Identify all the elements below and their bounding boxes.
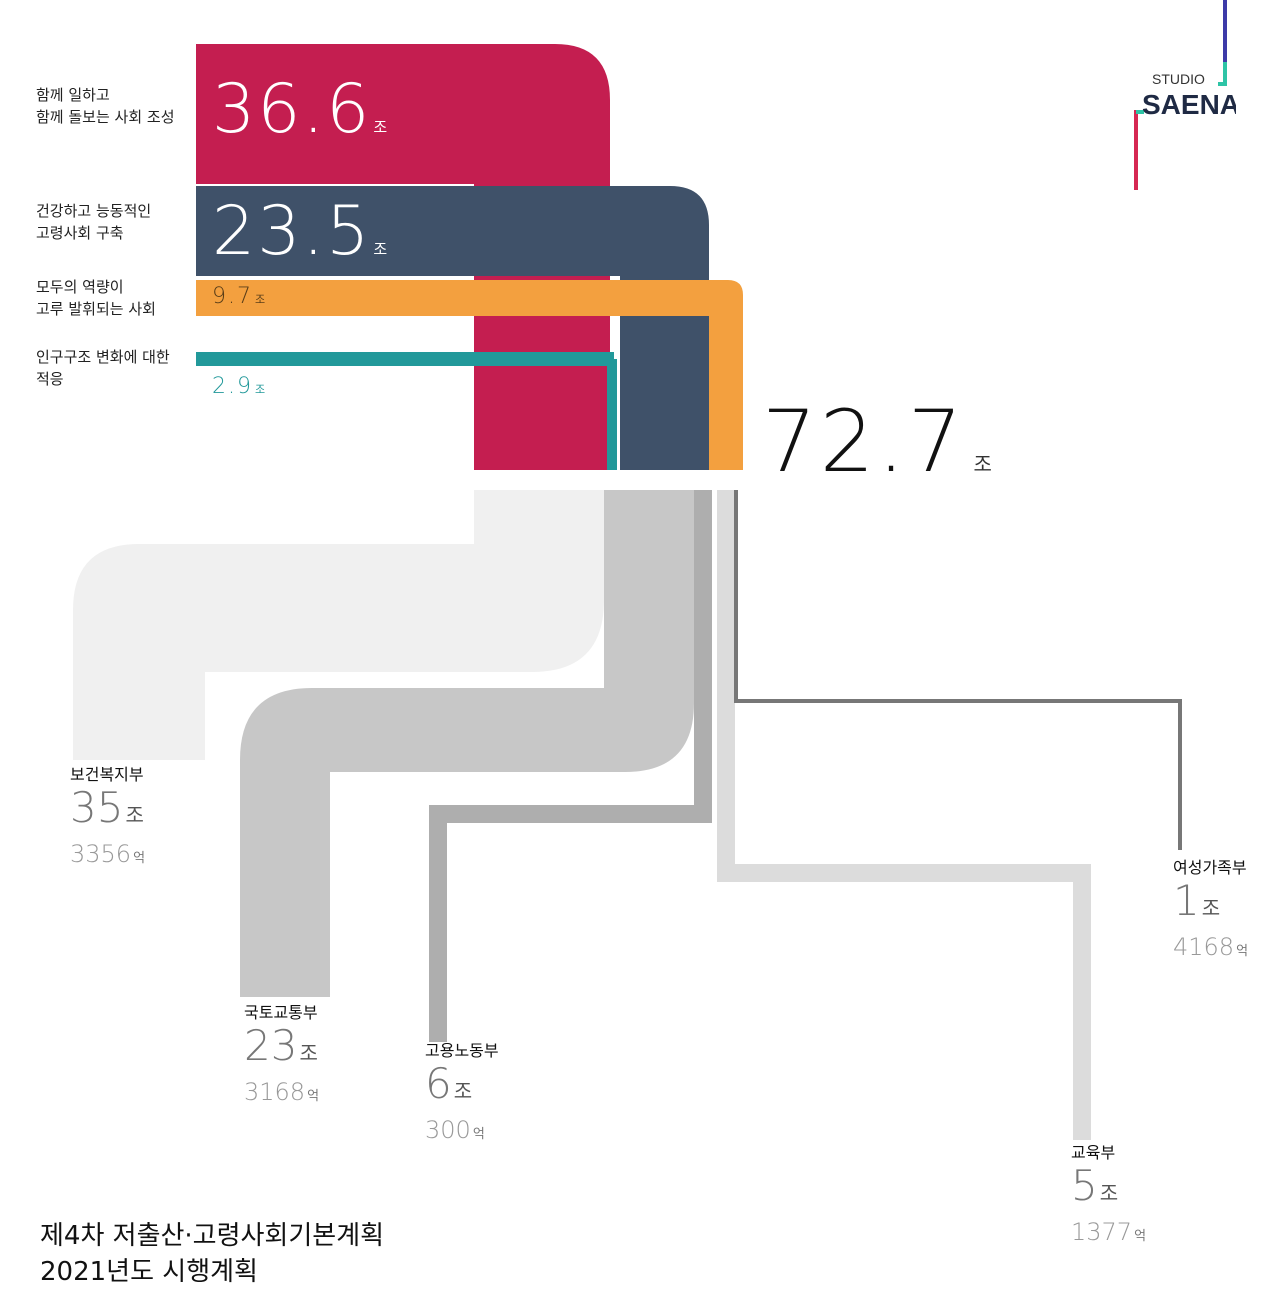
- ministry-eok: 3168 억: [244, 1078, 320, 1106]
- ministry-name: 고용노동부: [425, 1041, 499, 1060]
- chart-title: 제4차 저출산·고령사회기본계획 2021년도 시행계획: [40, 1218, 384, 1290]
- source-label-1: 함께 일하고 함께 돌보는 사회 조성: [36, 86, 175, 126]
- ministry-land-transport: 국토교통부 23 조 3168 억: [244, 1003, 319, 1113]
- source-value-2: 23.5 조: [212, 192, 390, 271]
- source-flow-4: [196, 352, 614, 470]
- ministry-jo: 23 조: [244, 1021, 318, 1070]
- ministry-health-welfare: 보건복지부 35 조 3356 억: [70, 765, 145, 875]
- ministry-eok: 1377 억: [1071, 1218, 1147, 1246]
- source-label-2: 건강하고 능동적인 고령사회 구축: [36, 202, 152, 242]
- target-flow-education: [717, 490, 1091, 1140]
- source-flow-3: [196, 280, 743, 470]
- ministry-eok: 3356 억: [70, 840, 146, 868]
- source-label-4: 인구구조 변화에 대한 적응: [36, 348, 170, 388]
- title-line-1: 제4차 저출산·고령사회기본계획: [40, 1221, 385, 1251]
- svg-text:STUDIO: STUDIO: [1152, 71, 1205, 87]
- ministry-name: 보건복지부: [70, 765, 144, 784]
- target-flow-land-transport: [240, 490, 694, 997]
- total-value: 72.7 조: [762, 392, 992, 492]
- ministry-name: 교육부: [1071, 1143, 1116, 1162]
- studio-saena-logo: STUDIO SAENA: [1134, 0, 1236, 190]
- target-flow-health-welfare: [73, 490, 604, 760]
- svg-text:SAENA: SAENA: [1142, 89, 1236, 120]
- source-value-3: 9.7 조: [212, 284, 268, 309]
- ministry-eok: 300 억: [425, 1116, 485, 1144]
- source-value-4: 2.9 조: [212, 374, 268, 399]
- ministry-jo: 35 조: [70, 783, 144, 832]
- target-flow-gender-family: [734, 490, 1182, 850]
- ministry-name: 여성가족부: [1173, 858, 1247, 877]
- source-label-3: 모두의 역량이 고루 발휘되는 사회: [36, 278, 156, 318]
- source-value-1: 36.6 조: [212, 70, 390, 149]
- title-line-2: 2021년도 시행계획: [40, 1257, 258, 1287]
- source-flow-2: [196, 186, 709, 470]
- ministry-eok: 4168 억: [1173, 933, 1249, 961]
- target-flow-employment-labor: [429, 490, 712, 1042]
- ministry-name: 국토교통부: [244, 1003, 318, 1022]
